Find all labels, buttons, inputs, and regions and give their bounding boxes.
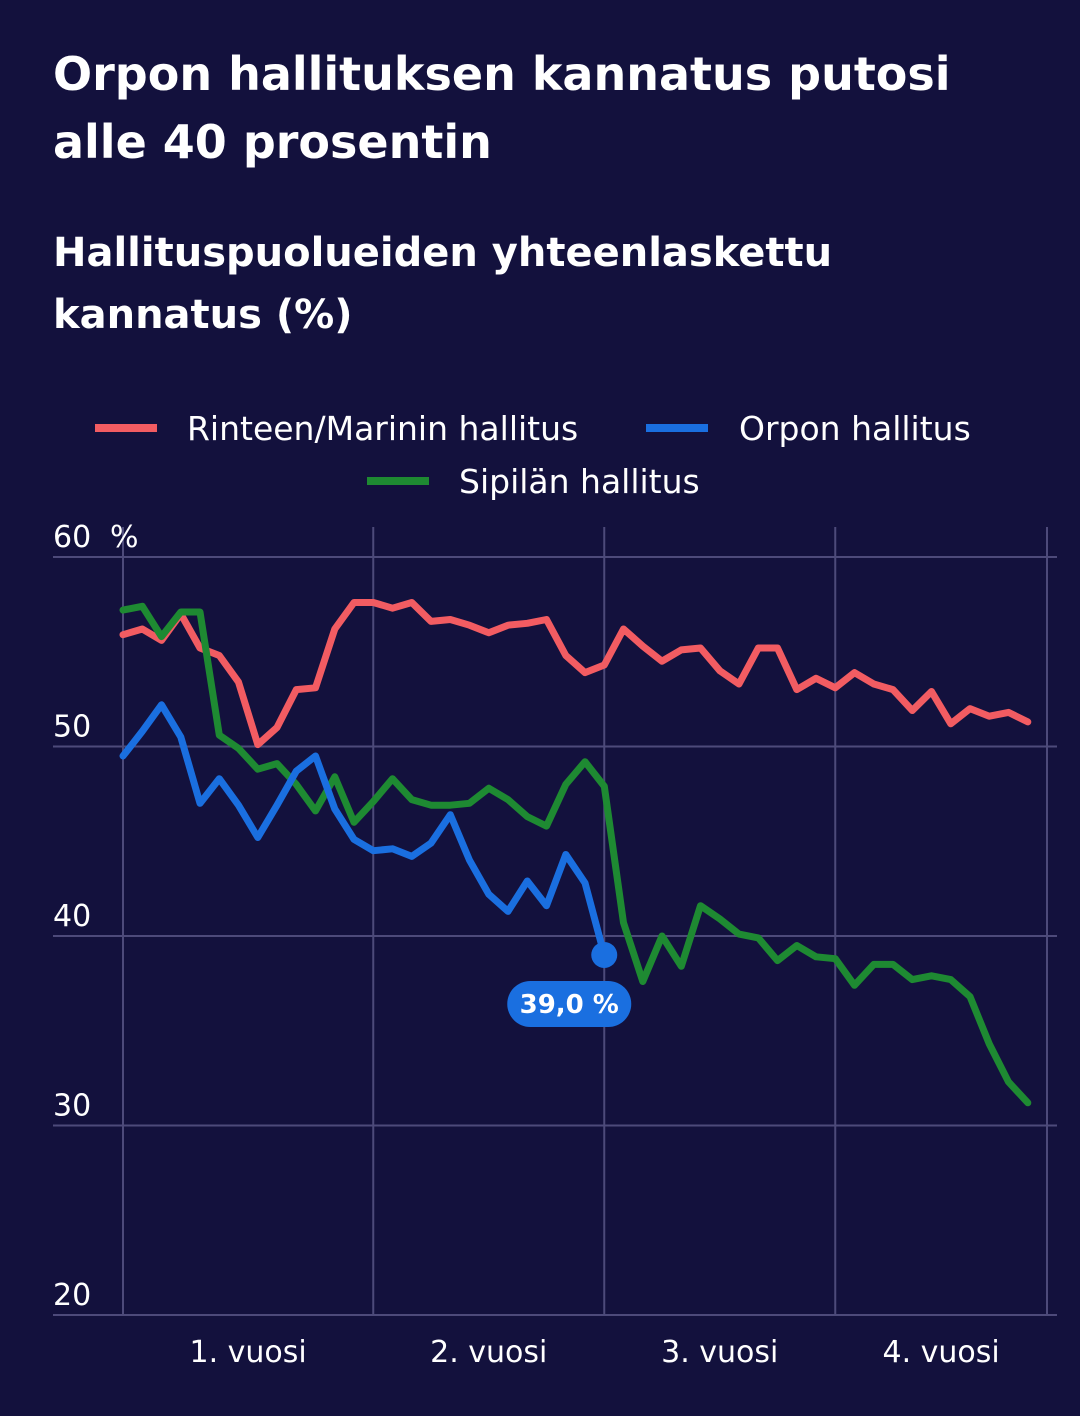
x-tick-label: 4. vuosi <box>883 1335 1000 1370</box>
series-lines <box>119 599 1032 1107</box>
legend-label: Rinteen/Marinin hallitus <box>187 409 578 448</box>
end-value-label: 39,0 % <box>520 990 619 1020</box>
legend-label: Sipilän hallitus <box>459 462 700 501</box>
annotations: 39,0 % <box>507 941 632 1027</box>
series-line <box>119 701 608 959</box>
y-tick-label: 50 <box>53 710 91 745</box>
axes: 20 30 40 50 60 % 1. vuosi 2. vuosi 3. vuosi 4. vu… <box>53 520 1000 1370</box>
y-tick-label: 20 <box>53 1278 91 1313</box>
y-tick-label: 30 <box>53 1089 91 1124</box>
end-value-badge <box>507 980 632 1027</box>
chart-title: Orpon hallituksen kannatus putosi alle 4… <box>53 47 951 169</box>
legend-label: Orpon hallitus <box>739 409 971 448</box>
series-line <box>119 599 1032 749</box>
end-point-marker <box>591 941 618 968</box>
x-tick-label: 3. vuosi <box>661 1335 778 1370</box>
y-tick-label: 40 <box>53 899 91 934</box>
y-tick-label: 60 <box>53 520 91 555</box>
x-tick-label: 1. vuosi <box>190 1335 307 1370</box>
x-tick-label: 2. vuosi <box>430 1335 547 1370</box>
grid-lines <box>53 527 1057 1316</box>
y-unit-label: % <box>110 520 139 555</box>
series-line <box>119 602 1032 1107</box>
legend: Rinteen/Marinin hallitus Orpon hallitus Si… <box>95 409 971 501</box>
chart-subtitle: Hallituspuolueiden yhteenlaskettu kannat… <box>53 230 833 338</box>
